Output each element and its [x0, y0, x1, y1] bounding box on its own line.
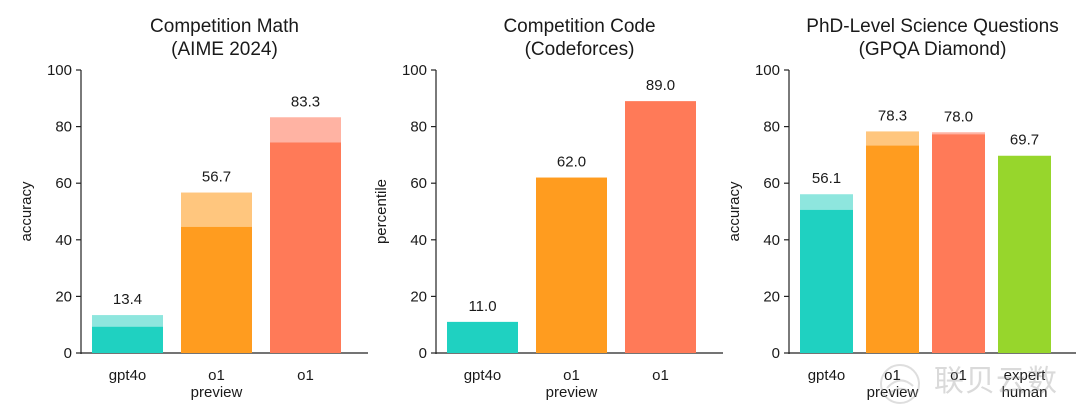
category-label: o1 preview	[867, 367, 919, 401]
y-tick-label: 20	[410, 288, 427, 305]
bar-value-label: 89.0	[646, 77, 675, 94]
bar-value-label: 62.0	[557, 154, 586, 171]
bar	[932, 134, 985, 353]
bar-cap	[92, 315, 163, 327]
y-tick-label: 0	[772, 345, 780, 362]
bar-value-label: 11.0	[468, 298, 496, 315]
y-tick-label: 100	[755, 62, 780, 79]
y-tick-label: 40	[55, 232, 72, 249]
chart-title: Competition Code (Codeforces)	[503, 16, 655, 60]
bar-value-label: 83.3	[291, 93, 320, 110]
bar	[866, 145, 919, 353]
y-axis-label: accuracy	[18, 181, 35, 242]
bar	[998, 155, 1051, 353]
bar-value-label: 56.1	[812, 170, 841, 187]
bar-cap	[181, 192, 252, 227]
bar-cap	[800, 194, 853, 210]
chart-title-line: (GPQA Diamond)	[859, 39, 1007, 60]
category-label: expert human	[1002, 367, 1048, 401]
y-tick-label: 60	[55, 175, 72, 192]
chart-title: PhD-Level Science Questions (GPQA Diamond…	[806, 16, 1058, 60]
y-axis-label: accuracy	[726, 181, 743, 242]
watermark: 联贝云数	[876, 350, 1066, 412]
y-tick-label: 0	[64, 345, 72, 362]
y-axis-label: percentile	[373, 179, 390, 244]
category-label-line: human	[1002, 384, 1048, 401]
category-label-line: preview	[867, 384, 919, 401]
category-label-line: o1	[652, 367, 669, 384]
chart-title-line: (Codeforces)	[525, 39, 635, 60]
watermark-logo-icon	[880, 364, 920, 404]
chart-title: Competition Math (AIME 2024)	[150, 16, 299, 60]
y-tick-label: 60	[763, 175, 780, 192]
y-tick-label: 80	[410, 119, 427, 136]
category-label-line: o1	[950, 367, 967, 384]
category-label-line: gpt4o	[464, 367, 502, 384]
category-label: o1	[297, 367, 314, 384]
chart-title-line: Competition Code	[503, 16, 655, 37]
bar-value-label: 78.0	[944, 108, 973, 125]
y-tick-label: 0	[419, 345, 427, 362]
chart-3: PhD-Level Science Questions (GPQA Diamond…	[726, 16, 1076, 401]
y-tick-label: 100	[402, 62, 427, 79]
chart-title-line: PhD-Level Science Questions	[806, 16, 1058, 37]
category-label: gpt4o	[109, 367, 147, 384]
category-label-line: expert	[1004, 367, 1047, 384]
bar-value-label: 69.7	[1010, 132, 1039, 149]
category-label-line: gpt4o	[808, 367, 846, 384]
category-label: o1 preview	[191, 367, 243, 401]
bar	[92, 326, 163, 353]
category-label-line: gpt4o	[109, 367, 147, 384]
category-label-line: o1	[884, 367, 901, 384]
category-label-line: o1	[563, 367, 580, 384]
category-label: o1	[950, 367, 967, 384]
y-tick-label: 100	[47, 62, 72, 79]
y-tick-label: 60	[410, 175, 427, 192]
bar-cap	[270, 117, 341, 143]
bar-value-label: 13.4	[113, 291, 142, 308]
bar	[447, 321, 518, 353]
chart-title-line: (AIME 2024)	[171, 39, 278, 60]
bar-value-label: 56.7	[202, 169, 231, 186]
y-tick-label: 40	[410, 232, 427, 249]
y-tick-label: 80	[763, 119, 780, 136]
category-label-line: preview	[191, 384, 243, 401]
bar	[181, 226, 252, 353]
watermark-text: 联贝云数	[934, 364, 1058, 399]
category-label: gpt4o	[464, 367, 502, 384]
bar-cap	[866, 131, 919, 146]
category-label: o1 preview	[546, 367, 598, 401]
category-label: gpt4o	[808, 367, 846, 384]
bar-value-label: 78.3	[878, 107, 907, 124]
chart-2: Competition Code (Codeforces) 0 20 40 60 80 100…	[373, 16, 723, 401]
bar	[800, 209, 853, 353]
chart-title-line: Competition Math	[150, 16, 299, 37]
category-label: o1	[652, 367, 669, 384]
category-label-line: o1	[297, 367, 314, 384]
chart-1: Competition Math (AIME 2024) 0 20 40 60 80 100 a…	[18, 16, 368, 401]
category-label-line: preview	[546, 384, 598, 401]
bar	[625, 101, 696, 353]
bar	[270, 142, 341, 353]
y-tick-label: 20	[55, 288, 72, 305]
category-label-line: o1	[208, 367, 225, 384]
y-tick-label: 20	[763, 288, 780, 305]
y-tick-label: 40	[763, 232, 780, 249]
y-tick-label: 80	[55, 119, 72, 136]
bar	[536, 177, 607, 353]
bar-cap	[932, 132, 985, 135]
